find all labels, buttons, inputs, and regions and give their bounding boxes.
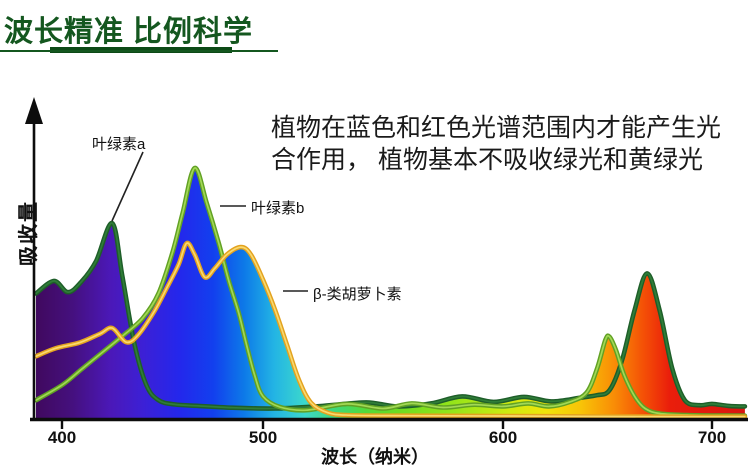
- page-title: 波长精准 比例科学: [4, 16, 254, 48]
- chlorophyll-a-curve-highlight: [35, 222, 746, 410]
- x-axis-ticks: [60, 421, 714, 429]
- beta-carotene-label: β-类胡萝卜素: [313, 286, 402, 303]
- x-tick-label-500: 500: [248, 428, 278, 447]
- axes: [25, 97, 748, 429]
- chlorophyll-a-label: 叶绿素a: [92, 136, 146, 153]
- title-underline-thin: [0, 50, 278, 52]
- chlorophyll-b-curve-highlight: [35, 167, 746, 417]
- y-axis-label: 吸收量: [18, 200, 40, 266]
- chlorophyll-b-label: 叶绿素b: [251, 200, 305, 217]
- x-tick-label-700: 700: [697, 428, 727, 447]
- beta-carotene-curve-highlight: [35, 242, 746, 418]
- x-axis-title: 波长（纳米）: [321, 447, 429, 467]
- series-strokes: [33, 165, 748, 420]
- x-tick-label-600: 600: [488, 428, 518, 447]
- chlorophyll-a-callout-line: [111, 151, 144, 222]
- beta-carotene-area: [36, 243, 745, 421]
- description-line-2: 合作用， 植物基本不吸收绿光和黄绿光: [271, 146, 703, 174]
- callout-lines: [111, 151, 308, 292]
- x-tick-label-400: 400: [47, 428, 77, 447]
- description-line-1: 植物在蓝色和红色光谱范围内才能产生光: [271, 114, 722, 142]
- y-axis-arrowhead: [25, 97, 43, 124]
